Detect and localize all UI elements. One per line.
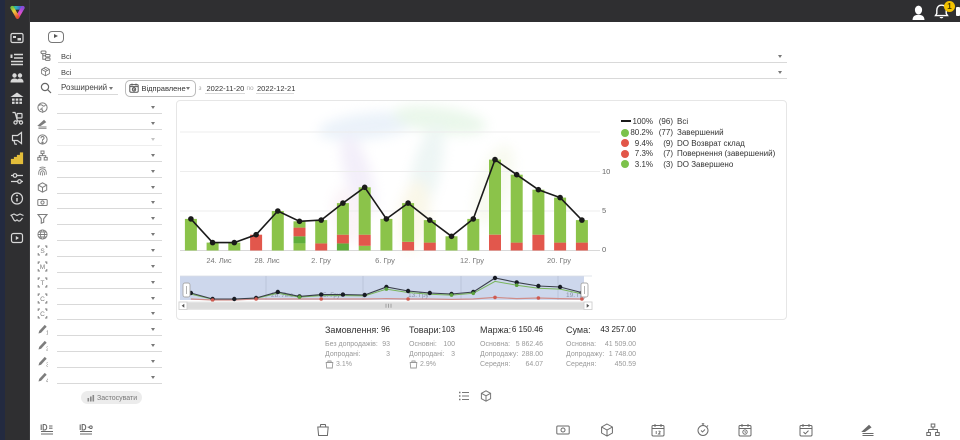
- svg-text:10: 10: [602, 167, 610, 176]
- svg-text:3: 3: [46, 363, 48, 368]
- svg-text:13. Гру: 13. Гру: [408, 292, 430, 299]
- svg-text:C: C: [40, 296, 45, 303]
- svg-text:12. Гру: 12. Гру: [460, 256, 484, 265]
- svg-text:C: C: [40, 311, 45, 318]
- svg-text:24. Лис: 24. Лис: [206, 256, 232, 265]
- svg-text:19. Гру: 19. Гру: [566, 292, 588, 299]
- svg-text:S: S: [40, 248, 45, 255]
- svg-text:T: T: [41, 280, 45, 287]
- svg-text:1: 1: [46, 331, 48, 336]
- svg-text:20. Гру: 20. Гру: [547, 256, 571, 265]
- svg-text:2: 2: [46, 347, 48, 352]
- svg-text:2. Гру: 2. Гру: [311, 256, 331, 265]
- svg-text:28. Лис: 28. Лис: [271, 292, 294, 299]
- svg-text:6. Гру: 6. Гру: [375, 256, 395, 265]
- svg-text:4: 4: [46, 379, 48, 384]
- svg-text:5: 5: [602, 206, 606, 215]
- svg-text:0: 0: [602, 245, 606, 254]
- svg-text:28. Лис: 28. Лис: [254, 256, 280, 265]
- svg-text:M: M: [40, 264, 45, 271]
